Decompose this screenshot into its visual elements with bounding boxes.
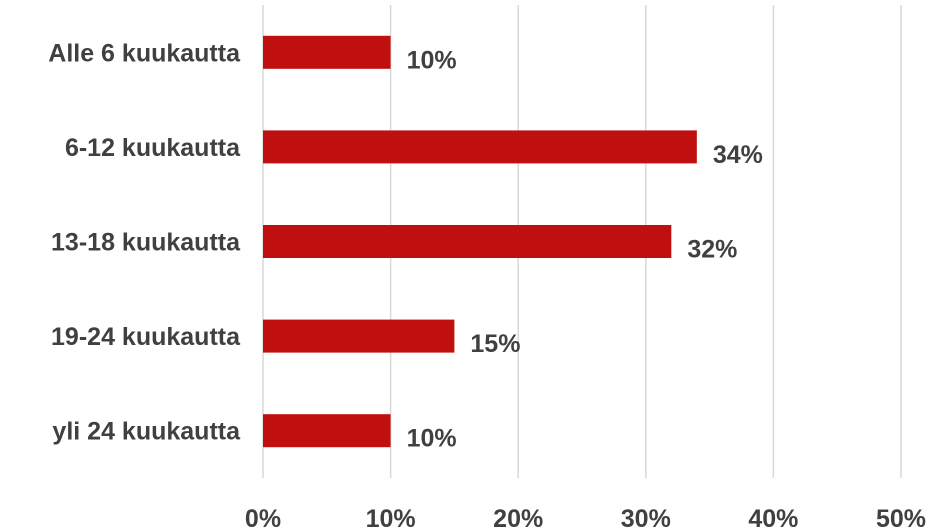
x-tick-label-5: 50%: [876, 505, 926, 531]
data-label-0: 10%: [407, 46, 457, 74]
category-label-0: Alle 6 kuukautta: [48, 39, 241, 67]
x-tick-label-4: 40%: [748, 505, 798, 531]
data-label-1: 34%: [713, 141, 763, 169]
category-label-4: yli 24 kuukautta: [52, 418, 241, 446]
x-tick-label-3: 30%: [621, 505, 671, 531]
category-label-2: 13-18 kuukautta: [51, 229, 241, 257]
bar-2: [263, 225, 672, 258]
bar-1: [263, 130, 697, 164]
category-labels: Alle 6 kuukautta 6-12 kuukautta 13-18 kuuk…: [48, 39, 241, 445]
category-label-1: 6-12 kuukautta: [65, 134, 241, 162]
x-tick-label-0: 0%: [245, 505, 281, 531]
category-label-3: 19-24 kuukautta: [51, 323, 241, 351]
data-labels: 10% 34% 32% 15% 10%: [407, 46, 763, 452]
bars: [263, 35, 697, 448]
data-label-3: 15%: [470, 330, 520, 358]
bar-0: [263, 35, 391, 69]
x-tick-label-2: 20%: [493, 505, 543, 531]
data-label-4: 10%: [407, 425, 457, 453]
x-axis-tick-labels: 0% 10% 20% 30% 40% 50%: [245, 505, 926, 531]
bar-3: [263, 319, 455, 353]
bar-4: [263, 414, 391, 448]
data-label-2: 32%: [687, 236, 737, 264]
x-tick-label-1: 10%: [366, 505, 416, 531]
